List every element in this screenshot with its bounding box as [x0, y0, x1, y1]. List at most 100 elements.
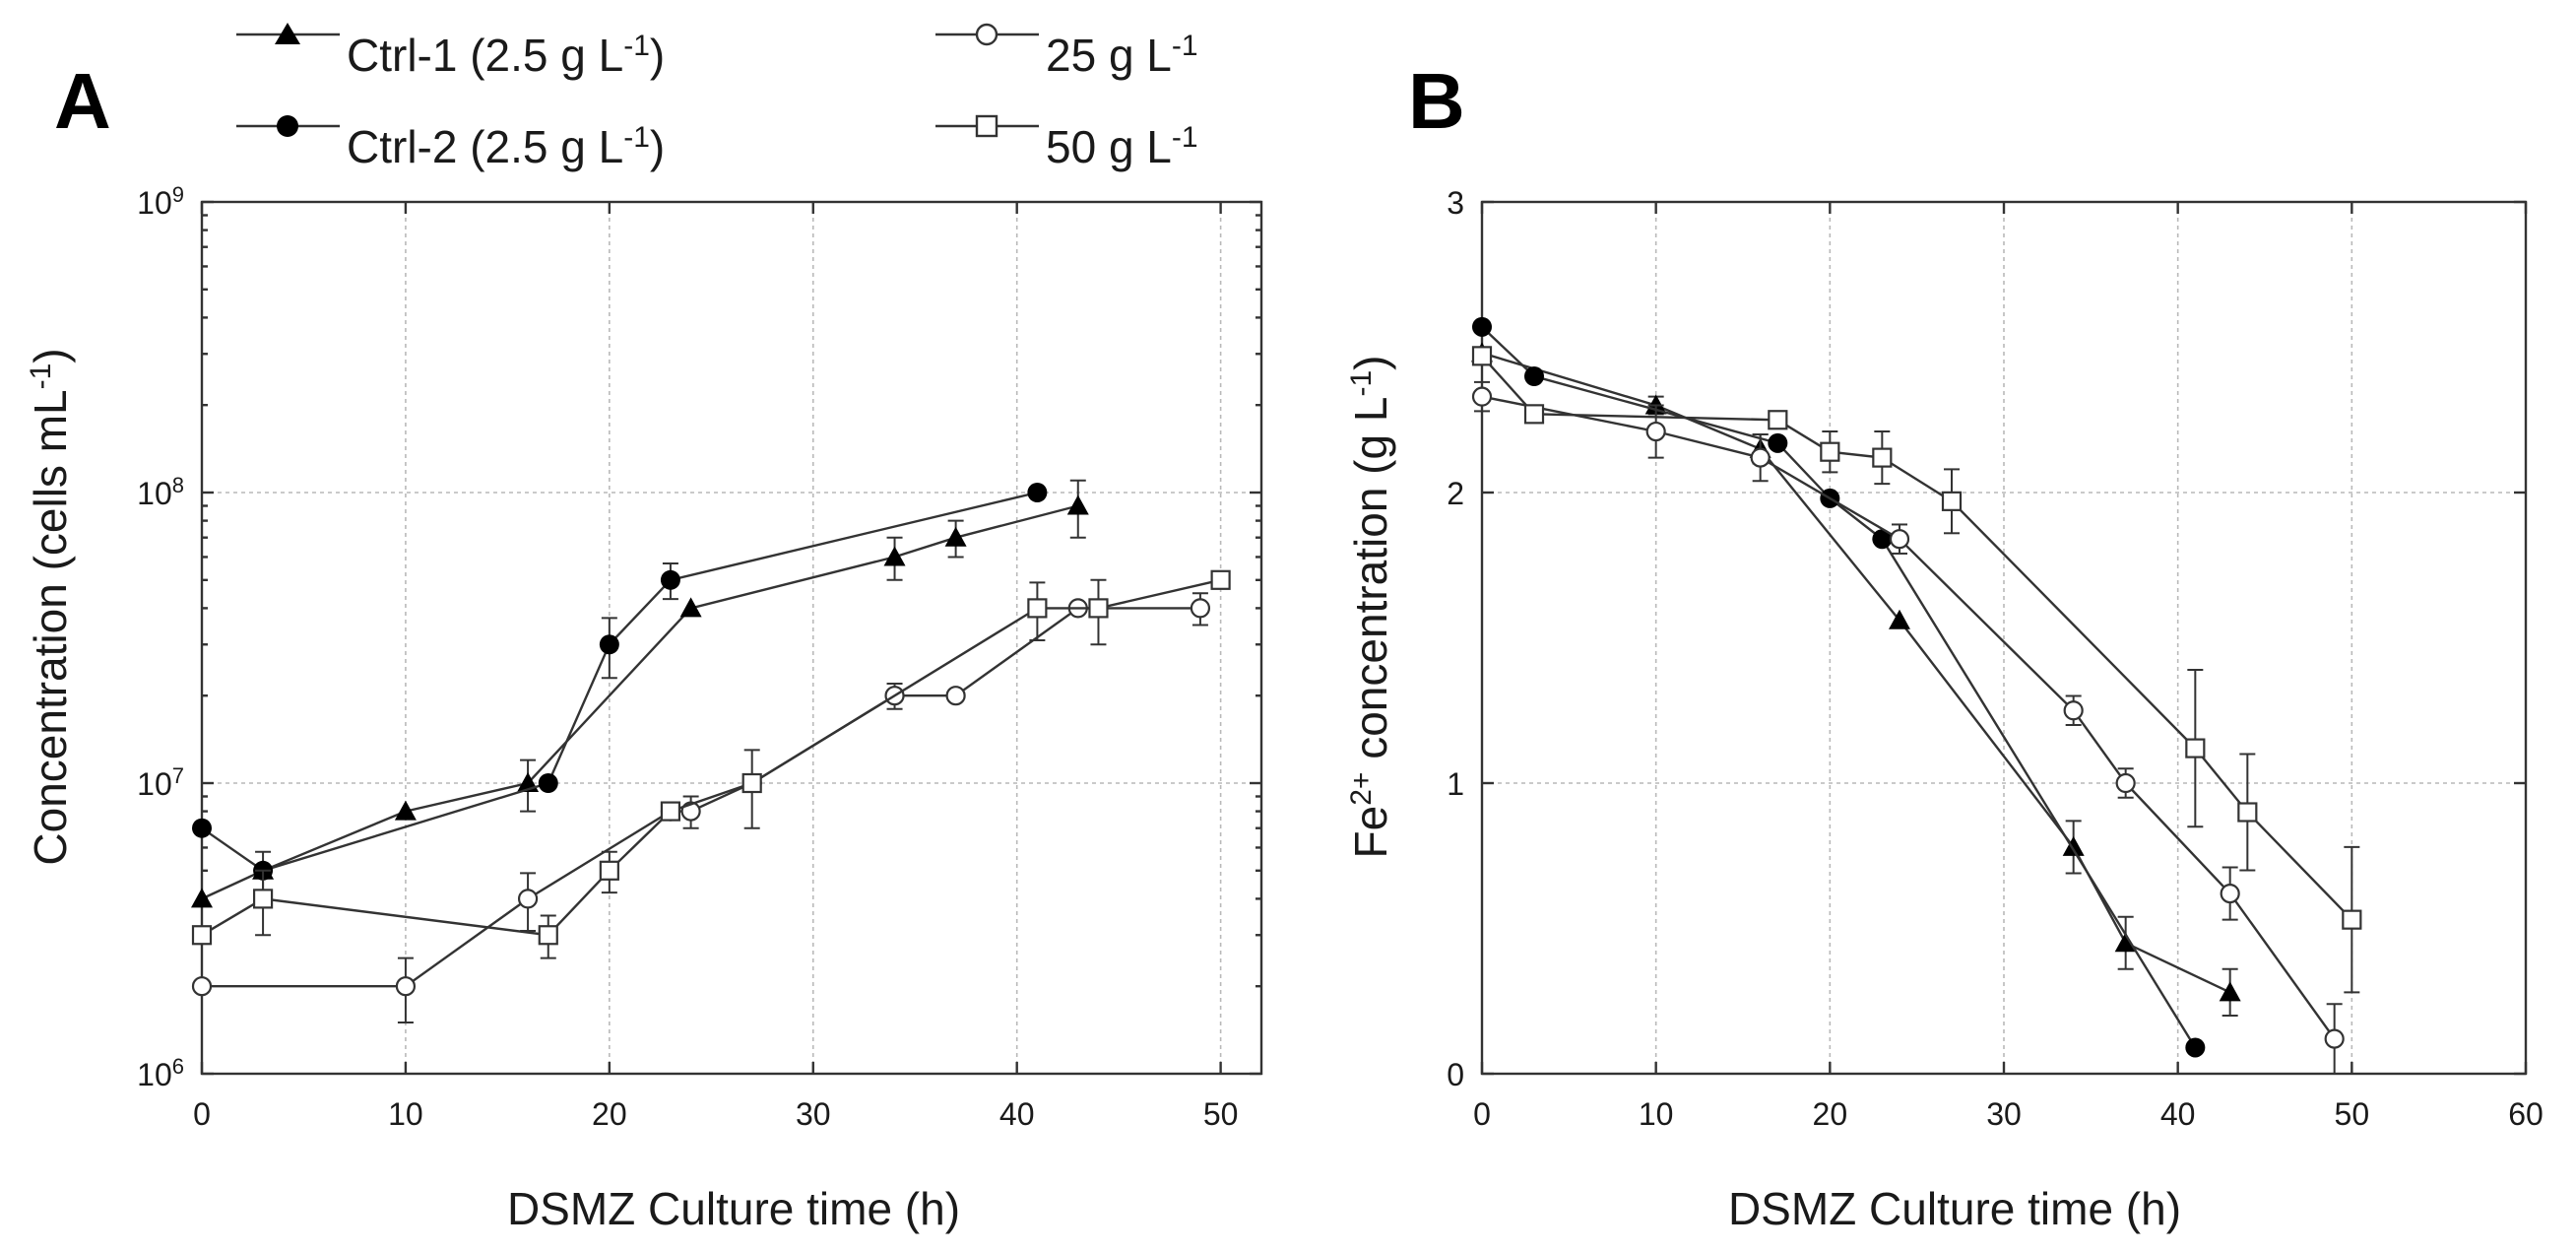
data-point-circle-open — [1645, 421, 1666, 442]
legend-label-25: 25 g L-1 — [1046, 30, 1198, 82]
data-point-circle-open — [1471, 386, 1493, 407]
data-point-circle-open — [517, 889, 539, 909]
x-tick-label: 30 — [1986, 1096, 2022, 1132]
y-tick-label: 2 — [1447, 476, 1464, 511]
data-point-square-open — [2237, 802, 2258, 823]
data-point-circle-open — [1889, 529, 1910, 550]
y-tick-label: 108 — [137, 473, 184, 512]
data-point-square-open — [252, 889, 274, 909]
data-point-triangle-filled — [1066, 495, 1089, 515]
data-point-square-open — [1471, 346, 1493, 366]
y-axis-label-a: Concentration (cells mL-1) — [25, 348, 77, 865]
data-point-square-open — [599, 860, 619, 881]
data-point-circle-filled — [192, 818, 212, 838]
data-point-circle-filled — [1768, 432, 1788, 453]
data-point-triangle-filled — [679, 597, 702, 618]
x-tick-label: 50 — [1203, 1096, 1239, 1132]
x-tick-label: 0 — [1473, 1096, 1491, 1132]
data-point-square-open — [1941, 491, 1963, 511]
data-point-circle-filled — [1472, 316, 1492, 337]
data-point-square-open — [2185, 738, 2206, 758]
data-point-circle-filled — [599, 634, 619, 655]
data-point-square-open — [741, 772, 762, 794]
grid-b — [1482, 202, 2526, 1074]
y-tick-label: 3 — [1447, 185, 1464, 221]
x-tick-label: 20 — [592, 1096, 627, 1132]
x-axis-label-b: DSMZ Culture time (h) — [1728, 1183, 2181, 1234]
legend-marker-square-open — [975, 114, 998, 138]
data-point-circle-filled — [2185, 1037, 2206, 1058]
data-point-circle-open — [2115, 772, 2136, 794]
x-tick-label: 20 — [1813, 1096, 1848, 1132]
data-point-circle-open — [945, 686, 966, 706]
data-point-circle-filled — [660, 569, 680, 590]
y-tick-label: 109 — [137, 182, 184, 222]
series-line — [1481, 395, 2336, 1040]
plot-frame-a — [200, 200, 1263, 1076]
data-point-circle-open — [1750, 447, 1771, 468]
series-line — [202, 607, 1200, 988]
data-point-square-open — [660, 801, 681, 822]
legend-marker-circle-filled — [277, 115, 298, 137]
data-point-square-open — [1027, 598, 1048, 619]
series-line — [1481, 326, 2197, 1049]
x-tick-label: 40 — [2160, 1096, 2196, 1132]
y-tick-label: 106 — [137, 1054, 184, 1093]
data-point-square-open — [1768, 410, 1788, 430]
legend-entry-25: 25 g L-1 — [935, 23, 1198, 82]
data-point-triangle-filled — [191, 888, 213, 908]
series-a — [191, 479, 1231, 1024]
series-square-open — [1471, 346, 2362, 994]
data-point-triangle-filled — [883, 546, 906, 566]
data-point-circle-open — [2063, 700, 2084, 721]
legend: Ctrl-1 (2.5 g L-1) Ctrl-2 (2.5 g L-1) 25… — [236, 23, 1198, 172]
x-axis-label-a: DSMZ Culture time (h) — [507, 1183, 960, 1234]
data-point-square-open — [1872, 447, 1893, 468]
legend-label-50: 50 g L-1 — [1046, 121, 1198, 173]
y-tick-label: 107 — [137, 763, 184, 803]
series-circle-filled — [1472, 316, 2206, 1058]
x-tick-label: 60 — [2508, 1096, 2544, 1132]
data-point-triangle-filled — [2062, 835, 2085, 856]
legend-marker-circle-open — [975, 23, 998, 46]
series-line — [201, 578, 1221, 937]
data-point-triangle-filled — [2114, 932, 2137, 953]
data-point-triangle-filled — [2219, 981, 2241, 1002]
series-line — [1481, 352, 2231, 994]
data-point-circle-open — [395, 976, 417, 997]
data-point-square-open — [2342, 909, 2362, 930]
series-circle-open — [1471, 380, 2345, 1075]
y-tick-label: 0 — [1447, 1057, 1464, 1092]
panel-label-b: B — [1408, 57, 1465, 145]
data-point-circle-filled — [1872, 529, 1893, 550]
data-point-circle-filled — [538, 773, 558, 793]
data-point-square-open — [1210, 569, 1231, 590]
x-tick-label: 30 — [796, 1096, 831, 1132]
data-point-circle-open — [2220, 883, 2240, 904]
x-tick-label: 10 — [388, 1096, 423, 1132]
series-circle-open — [191, 592, 1211, 1024]
x-tick-label: 40 — [999, 1096, 1035, 1132]
series-circle-filled — [192, 483, 1048, 894]
data-point-square-open — [1820, 441, 1840, 462]
plot-a: 0 10 20 30 40 50 106 107 108 109 DSMZ Culture tim… — [25, 182, 1263, 1234]
data-point-square-open — [191, 925, 213, 946]
y-axis-label-b: Fe2+ concentration (g L-1) — [1345, 356, 1397, 859]
legend-entry-50: 50 g L-1 — [935, 114, 1198, 173]
legend-entry-ctrl-2: Ctrl-2 (2.5 g L-1) — [236, 115, 665, 172]
data-point-square-open — [1523, 404, 1545, 425]
data-point-circle-open — [1190, 598, 1211, 619]
data-point-circle-open — [191, 976, 213, 997]
legend-label-ctrl-1: Ctrl-1 (2.5 g L-1) — [347, 30, 665, 82]
y-tick-label: 1 — [1447, 766, 1464, 802]
panel-label-a: A — [54, 57, 111, 145]
series-b — [1471, 316, 2362, 1075]
data-point-circle-filled — [1027, 483, 1048, 502]
data-point-triangle-filled — [944, 526, 967, 547]
grid-a — [202, 202, 1261, 1074]
ticks-b: 0 10 20 30 40 50 60 0 1 2 3 — [1447, 185, 2544, 1132]
data-point-circle-open — [2324, 1028, 2345, 1049]
legend-marker-triangle-filled — [275, 23, 300, 44]
